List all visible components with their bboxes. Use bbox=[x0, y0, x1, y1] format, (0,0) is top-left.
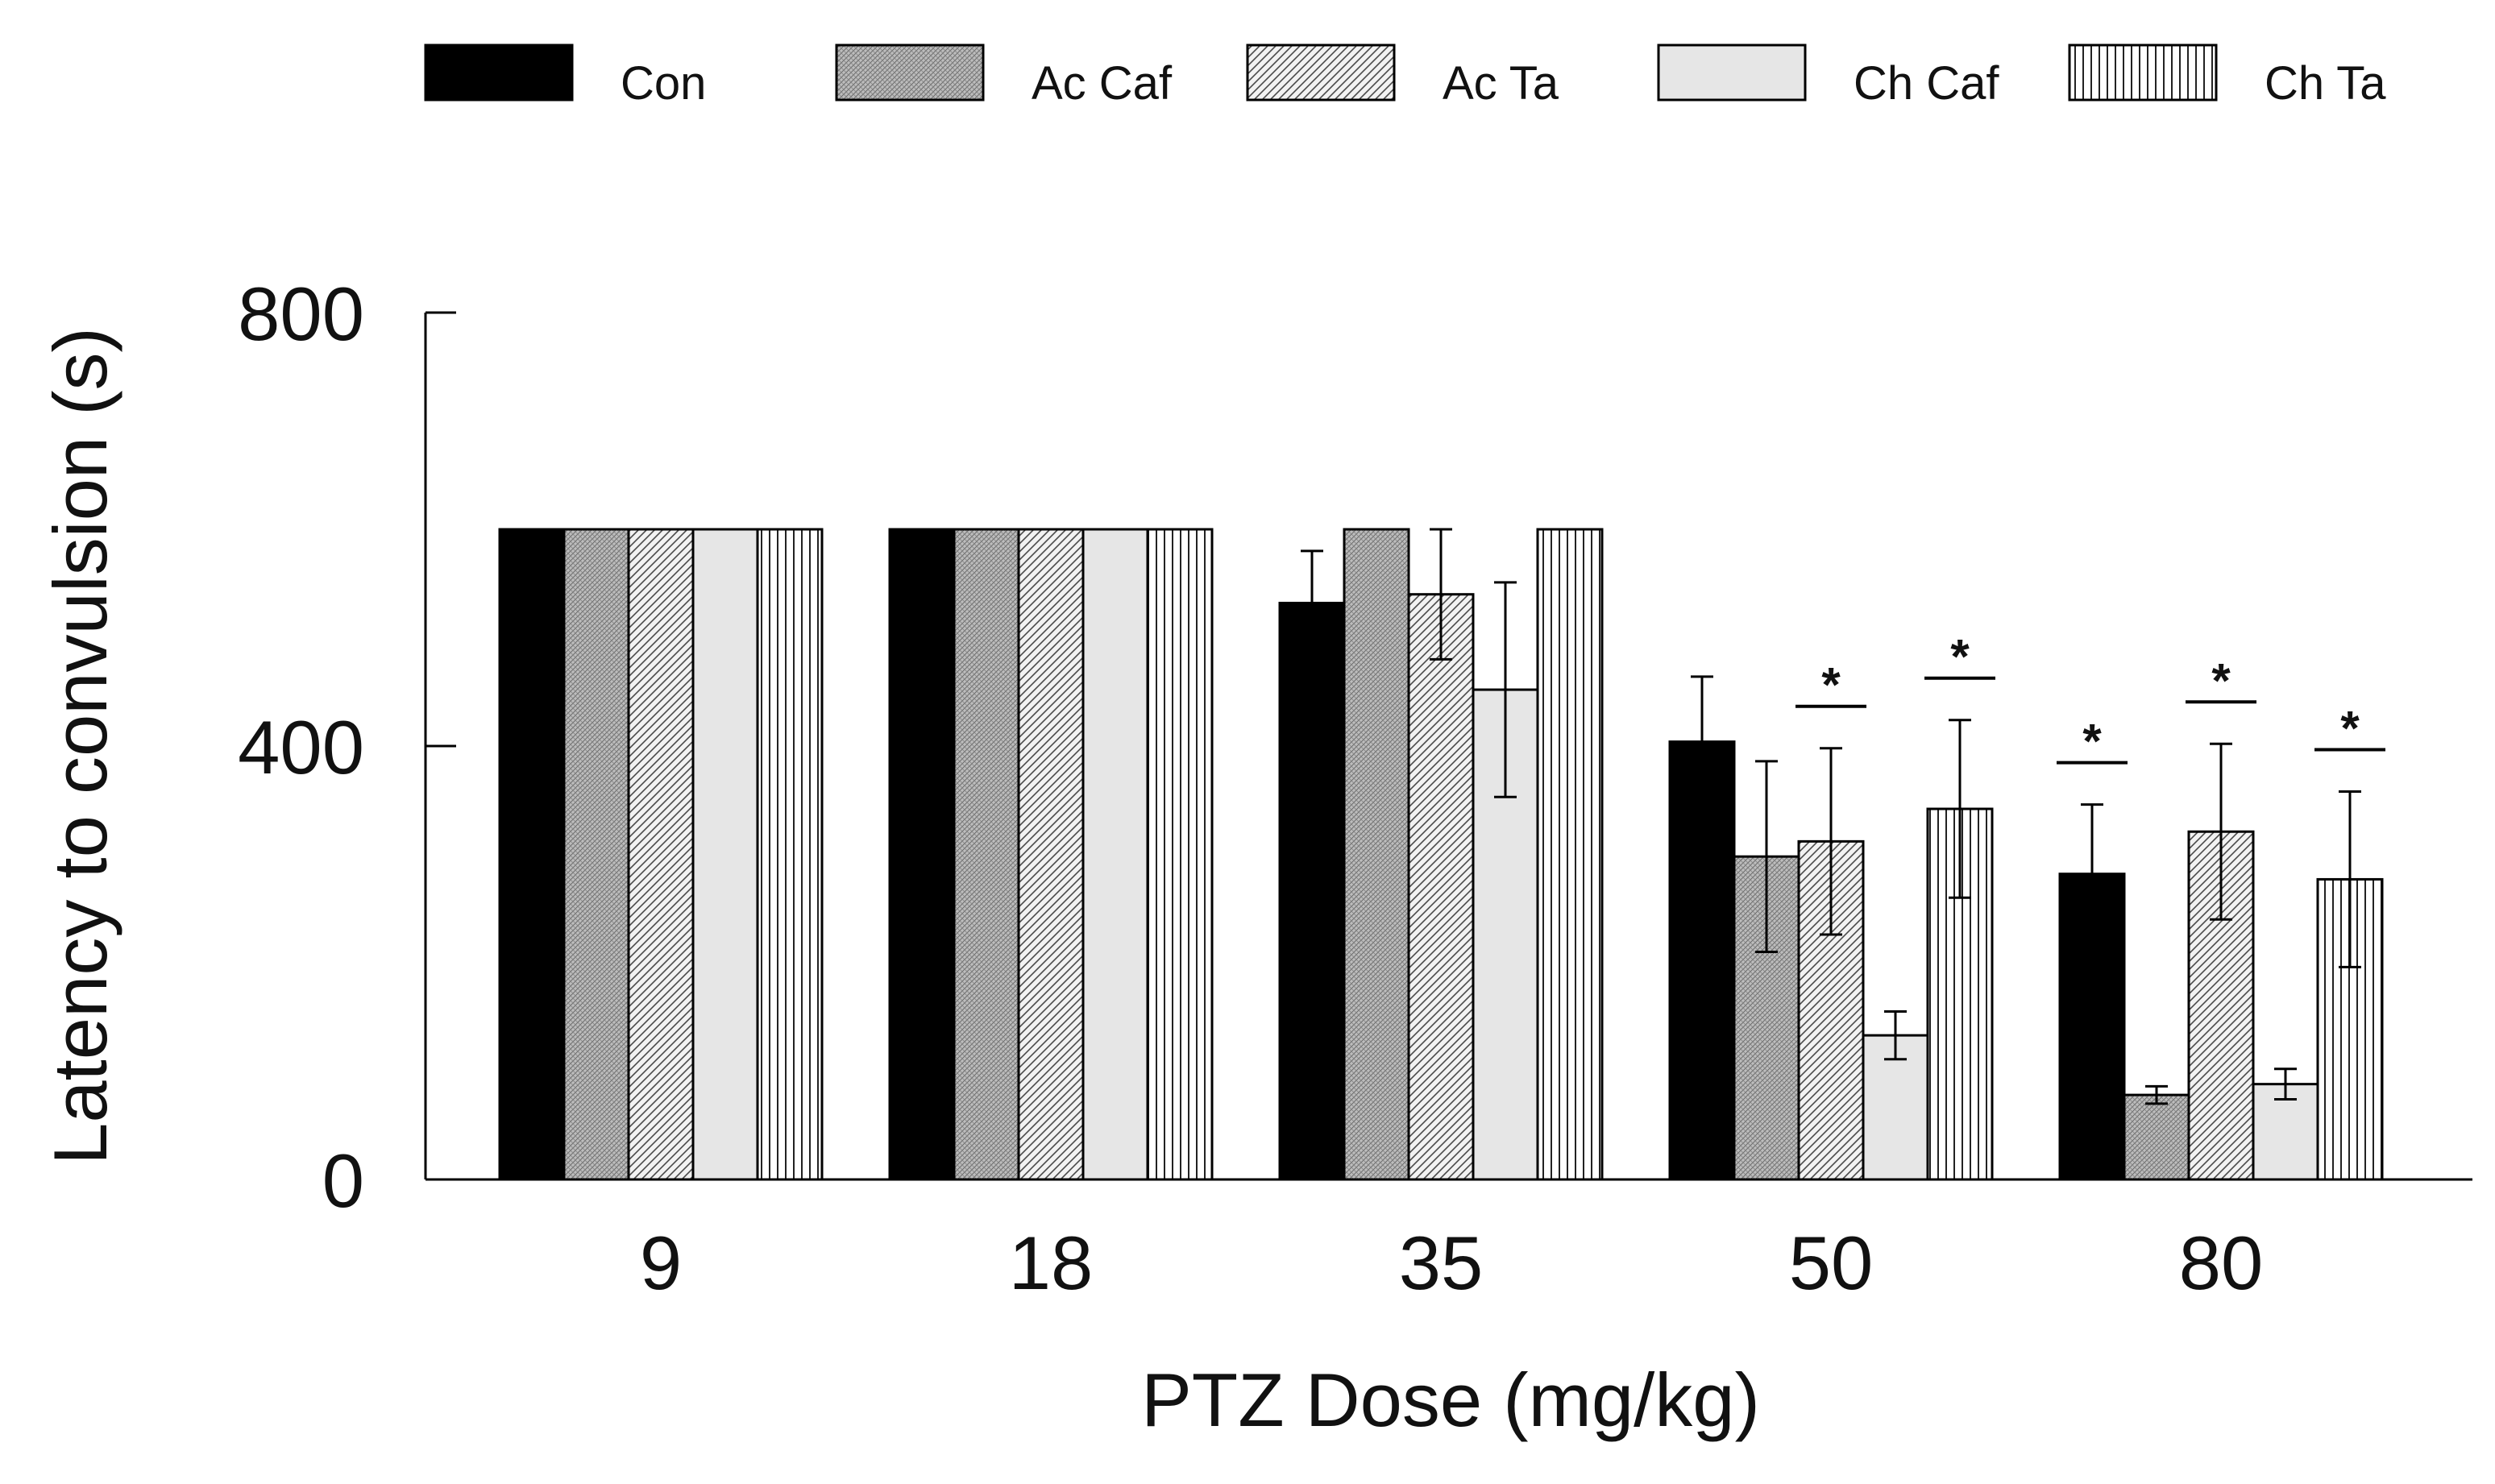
legend-swatch-con bbox=[424, 44, 574, 102]
legend-label-con: Con bbox=[621, 57, 706, 110]
x-tick-label-9: 9 bbox=[640, 1221, 682, 1305]
bar-con-9 bbox=[498, 528, 566, 1181]
error-bar-con-80 bbox=[2081, 803, 2103, 945]
bar-ac-ta-9 bbox=[627, 528, 695, 1181]
significance-star: * bbox=[2211, 653, 2231, 707]
bar-ch-ta-35 bbox=[1536, 528, 1604, 1181]
significance-ac-ta-50: * bbox=[1795, 658, 1866, 712]
bar-ac-caf-9 bbox=[563, 528, 630, 1181]
error-bars bbox=[1301, 528, 2361, 1105]
bar-ac-ta-35 bbox=[1407, 593, 1475, 1181]
y-tick-label-400: 400 bbox=[238, 705, 364, 790]
x-tick-label-50: 50 bbox=[1789, 1221, 1874, 1305]
bar-ch-ta-9 bbox=[756, 528, 824, 1181]
error-bar-ch-ta-80 bbox=[2339, 790, 2361, 968]
significance-star: * bbox=[2082, 715, 2102, 769]
legend-label-ch-caf: Ch Caf bbox=[1854, 57, 1999, 110]
significance-ch-ta-50: * bbox=[1924, 630, 1995, 684]
y-tick-label-800: 800 bbox=[238, 272, 364, 356]
error-bar-ch-ta-50 bbox=[1949, 719, 1971, 899]
error-bar-con-50 bbox=[1691, 675, 1713, 808]
bar-ch-caf-18 bbox=[1081, 528, 1149, 1181]
legend-swatch-ac-caf bbox=[835, 44, 985, 102]
error-bar-ch-caf-80 bbox=[2274, 1067, 2297, 1101]
error-bar-ch-caf-35 bbox=[1494, 581, 1517, 798]
significance-ac-ta-80: * bbox=[2186, 653, 2256, 707]
significance-star: * bbox=[1950, 630, 1970, 684]
significance-con-80: * bbox=[2057, 715, 2128, 769]
significance-markers: * * * * * bbox=[1795, 630, 2385, 769]
y-tick-label-0: 0 bbox=[322, 1138, 364, 1223]
x-tick-label-80: 80 bbox=[2179, 1221, 2264, 1305]
bar-ac-caf-35 bbox=[1343, 528, 1410, 1181]
x-tick-label-18: 18 bbox=[1009, 1221, 1094, 1305]
error-bar-con-35 bbox=[1301, 549, 1323, 657]
bar-con-18 bbox=[888, 528, 956, 1181]
x-tick-label-35: 35 bbox=[1399, 1221, 1484, 1305]
bar-ac-caf-18 bbox=[953, 528, 1020, 1181]
legend-swatch-ch-caf bbox=[1657, 44, 1807, 102]
bar-con-35 bbox=[1278, 601, 1346, 1181]
legend-label-ac-caf: Ac Caf bbox=[1032, 57, 1173, 110]
legend-swatch-ac-ta bbox=[1246, 44, 1396, 102]
significance-star: * bbox=[2340, 701, 2360, 755]
error-bar-ac-ta-80 bbox=[2210, 742, 2232, 921]
x-tick-labels: 9 18 35 50 80 bbox=[640, 1221, 2263, 1305]
bar-ch-caf-9 bbox=[691, 528, 759, 1181]
legend-label-ch-ta: Ch Ta bbox=[2265, 57, 2386, 110]
legend-swatch-ch-ta bbox=[2068, 44, 2218, 102]
x-axis-title: PTZ Dose (mg/kg) bbox=[1141, 1358, 1760, 1442]
y-axis-title: Latency to convulsion (s) bbox=[38, 327, 122, 1165]
bar-ac-caf-80 bbox=[2123, 1093, 2190, 1181]
error-bar-ch-caf-50 bbox=[1884, 1010, 1907, 1061]
y-tick-labels: 0 400 800 bbox=[238, 272, 364, 1223]
error-bar-ac-ta-35 bbox=[1430, 528, 1452, 661]
error-bar-ac-caf-80 bbox=[2145, 1084, 2168, 1105]
legend: Con Ac Caf Ac Ta Ch Caf Ch Ta bbox=[424, 44, 2386, 110]
error-bar-ac-caf-50 bbox=[1755, 760, 1778, 954]
legend-label-ac-ta: Ac Ta bbox=[1443, 57, 1559, 110]
error-bar-ac-ta-50 bbox=[1820, 747, 1842, 936]
significance-ch-ta-80: * bbox=[2314, 701, 2385, 755]
bar-ch-ta-18 bbox=[1146, 528, 1214, 1181]
significance-star: * bbox=[1821, 658, 1841, 712]
bar-ac-ta-18 bbox=[1017, 528, 1085, 1181]
